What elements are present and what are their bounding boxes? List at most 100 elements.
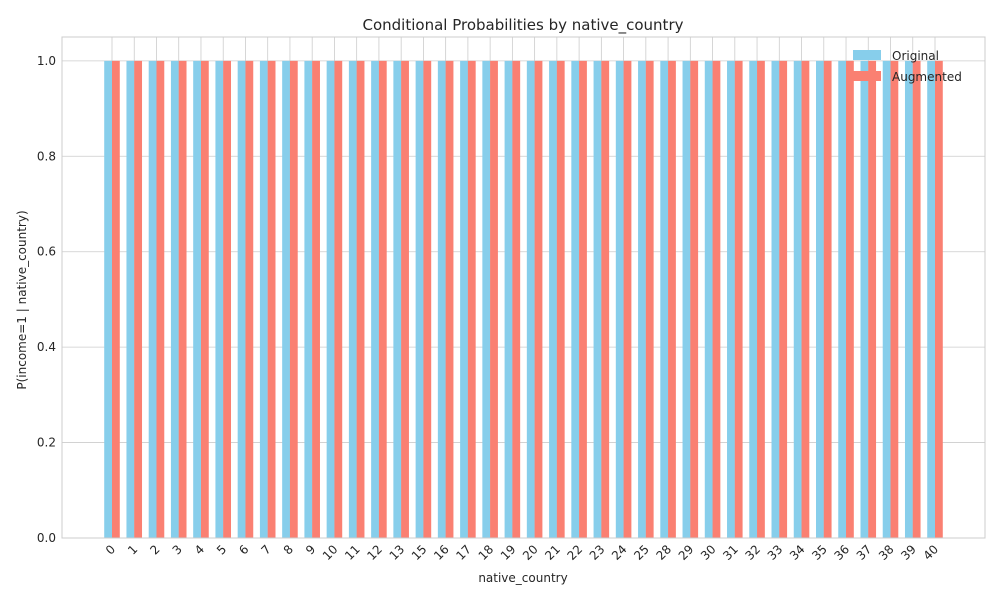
bar-original-0	[104, 60, 112, 538]
x-tick-label: 4	[192, 542, 207, 557]
bar-original-36	[838, 60, 847, 538]
x-tick-label: 30	[698, 542, 719, 563]
x-tick-label: 9	[303, 542, 318, 557]
x-tick-label: 31	[720, 542, 741, 563]
x-tick-label: 39	[898, 542, 919, 563]
bar-original-10	[326, 60, 335, 538]
bar-augmented-37	[868, 60, 877, 538]
x-tick-label: 1	[125, 542, 140, 557]
bar-augmented-22	[579, 60, 587, 538]
x-tick-label: 6	[236, 542, 251, 557]
bar-augmented-36	[846, 60, 854, 538]
bar-augmented-23	[601, 60, 610, 538]
bar-augmented-31	[734, 60, 743, 538]
bar-original-20	[526, 60, 535, 538]
bar-original-6	[237, 60, 246, 538]
bar-augmented-1	[134, 60, 143, 538]
chart-title: Conditional Probabilities by native_coun…	[363, 16, 684, 35]
bar-augmented-2	[156, 60, 165, 538]
plot-frame	[61, 36, 986, 539]
bar-original-33	[771, 60, 780, 538]
bar-augmented-21	[556, 60, 565, 538]
x-tick-label: 33	[765, 542, 786, 563]
legend-swatch-augmented	[853, 71, 881, 81]
bar-augmented-0	[112, 60, 120, 538]
x-tick-label: 40	[920, 542, 941, 563]
y-tick-label: 1.0	[37, 54, 56, 68]
bar-augmented-6	[245, 60, 254, 538]
legend-label-original: Original	[892, 49, 939, 63]
bar-original-2	[148, 60, 157, 538]
bar-augmented-8	[289, 60, 298, 538]
bar-augmented-30	[712, 60, 721, 538]
bar-original-24	[615, 60, 624, 538]
bar-original-38	[882, 60, 891, 538]
bar-original-5	[215, 60, 224, 538]
x-tick-label: 7	[259, 542, 274, 557]
bar-original-18	[482, 60, 491, 538]
bar-original-13	[393, 60, 402, 538]
x-tick-label: 29	[676, 542, 697, 563]
x-tick-label: 24	[609, 542, 630, 563]
bar-original-34	[793, 60, 802, 538]
legend-label-augmented: Augmented	[892, 70, 962, 84]
bar-original-9	[304, 60, 313, 538]
x-tick-label: 36	[831, 542, 852, 563]
x-tick-label: 15	[409, 542, 430, 563]
bar-original-8	[282, 60, 290, 538]
x-tick-label: 19	[498, 542, 519, 563]
bar-original-25	[638, 60, 646, 538]
bar-original-31	[727, 60, 735, 538]
x-tick-label: 22	[565, 542, 586, 563]
bars	[104, 60, 943, 538]
x-tick-label: 2	[147, 542, 162, 557]
bar-augmented-33	[779, 60, 788, 538]
bar-original-11	[348, 60, 357, 538]
bar-augmented-7	[267, 60, 276, 538]
bar-augmented-25	[645, 60, 654, 538]
bar-augmented-24	[623, 60, 632, 538]
x-tick-label: 3	[170, 542, 185, 557]
y-tick-label: 0.6	[37, 245, 56, 259]
bar-augmented-10	[334, 60, 343, 538]
x-tick-label: 38	[876, 542, 897, 563]
bar-original-17	[460, 60, 468, 538]
y-axis-label: P(income=1 | native_country)	[15, 210, 29, 389]
bar-augmented-20	[534, 60, 543, 538]
x-tick-label: 23	[587, 542, 608, 563]
x-tick-label: 18	[476, 542, 497, 563]
bar-augmented-35	[823, 60, 832, 538]
bar-augmented-38	[890, 60, 899, 538]
x-tick-label: 32	[742, 542, 763, 563]
bar-augmented-39	[912, 60, 921, 538]
bar-original-12	[371, 60, 379, 538]
bar-original-22	[571, 60, 580, 538]
bar-original-30	[704, 60, 713, 538]
x-axis-ticks: 0 1 2 3 4 5 6 7 8 9 10 11 12 13 15 16 17 18 19 20 21 22 23 24 25…	[103, 542, 941, 563]
bar-original-1	[126, 60, 135, 538]
legend-swatch-original	[853, 50, 881, 60]
y-axis-ticks: 0.0 0.2 0.4 0.6 0.8 1.0	[37, 54, 56, 545]
bar-original-39	[904, 60, 913, 538]
bar-augmented-12	[378, 60, 387, 538]
x-tick-label: 12	[364, 542, 385, 563]
bar-original-32	[749, 60, 758, 538]
bar-augmented-9	[312, 60, 320, 538]
x-tick-label: 25	[631, 542, 652, 563]
x-tick-label: 10	[320, 542, 341, 563]
bar-augmented-11	[356, 60, 365, 538]
bar-original-16	[437, 60, 446, 538]
bar-augmented-34	[801, 60, 810, 538]
x-tick-label: 34	[787, 542, 808, 563]
x-axis-label: native_country	[478, 571, 567, 585]
bar-original-40	[927, 60, 935, 538]
x-tick-label: 0	[103, 542, 118, 557]
bar-augmented-16	[445, 60, 454, 538]
y-tick-label: 0.2	[37, 436, 56, 450]
x-tick-label: 16	[431, 542, 452, 563]
x-tick-label: 35	[809, 542, 830, 563]
x-tick-label: 37	[854, 542, 875, 563]
legend: Original Augmented	[853, 49, 962, 84]
bar-augmented-4	[200, 60, 209, 538]
